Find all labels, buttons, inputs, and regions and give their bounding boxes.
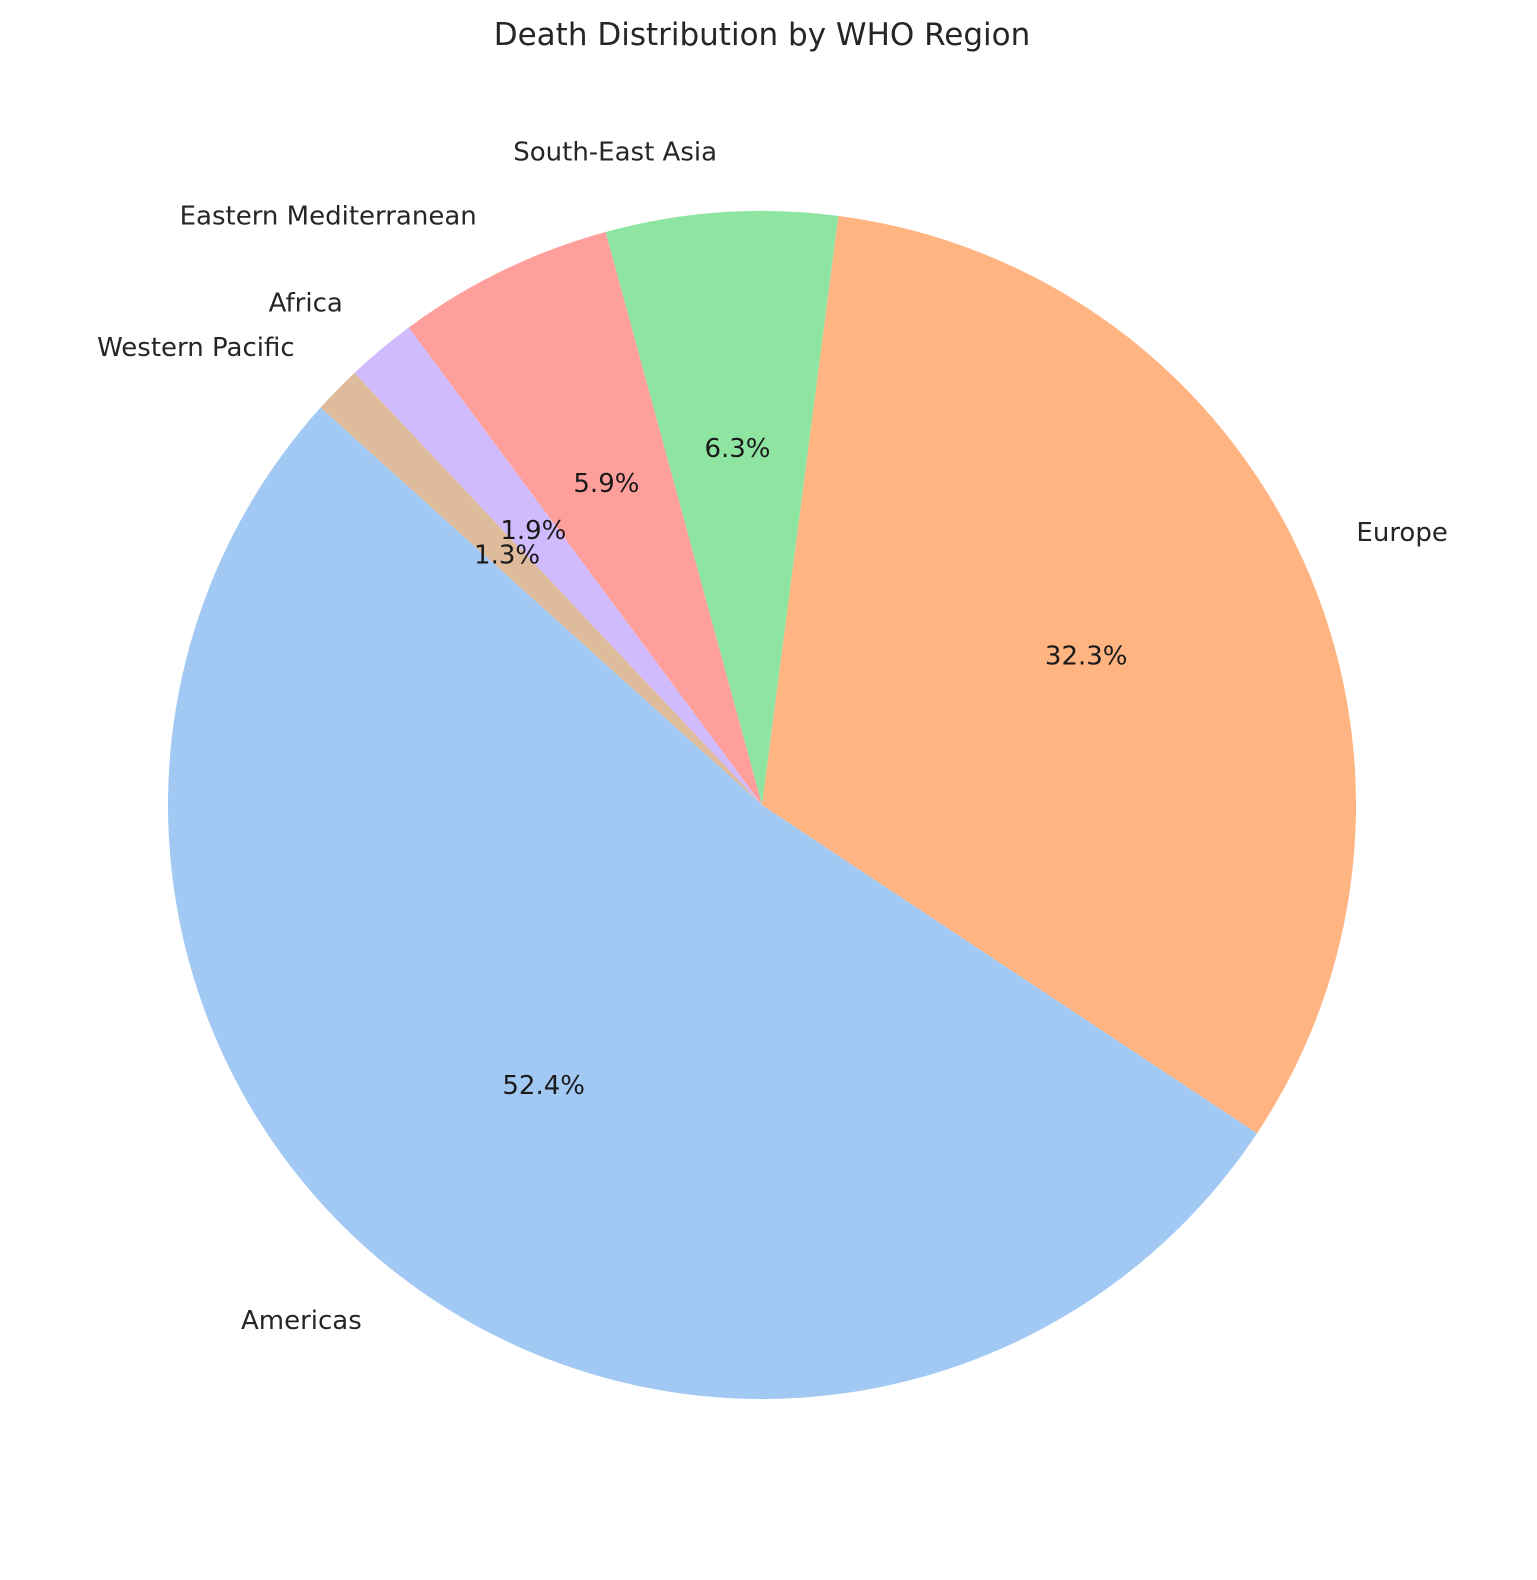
slice-label-africa: Africa: [269, 288, 343, 318]
pie-slice-western-pacific: [320, 372, 762, 805]
slice-label-americas: Americas: [241, 1306, 362, 1336]
slice-percent-western-pacific: 1.3%: [474, 540, 540, 570]
pie-slice-africa: [354, 327, 762, 805]
slice-percent-europe: 32.3%: [1045, 642, 1128, 672]
pie-slices: [167, 211, 1356, 1400]
slice-percent-south-east-asia: 6.3%: [704, 434, 770, 464]
slice-percent-africa: 1.9%: [500, 516, 566, 546]
slice-percent-eastern-mediterranean: 5.9%: [573, 469, 639, 499]
slice-label-western-pacific: Western Pacific: [97, 333, 295, 363]
slice-percent-americas: 52.4%: [502, 1071, 585, 1101]
slice-label-europe: Europe: [1356, 518, 1447, 548]
slice-label-eastern-mediterranean: Eastern Mediterranean: [180, 202, 477, 232]
pie-labels: Americas 52.4% Europe 32.3% South-East Asia 6…: [97, 138, 1448, 1336]
pie-slice-europe: [762, 215, 1356, 1134]
pie-slice-eastern-mediterranean: [408, 231, 762, 806]
pie-slice-americas: [167, 407, 1258, 1400]
pie-slice-south-east-asia: [605, 211, 839, 806]
slice-label-south-east-asia: South-East Asia: [513, 138, 717, 168]
chart-title: Death Distribution by WHO Region: [494, 17, 1031, 53]
